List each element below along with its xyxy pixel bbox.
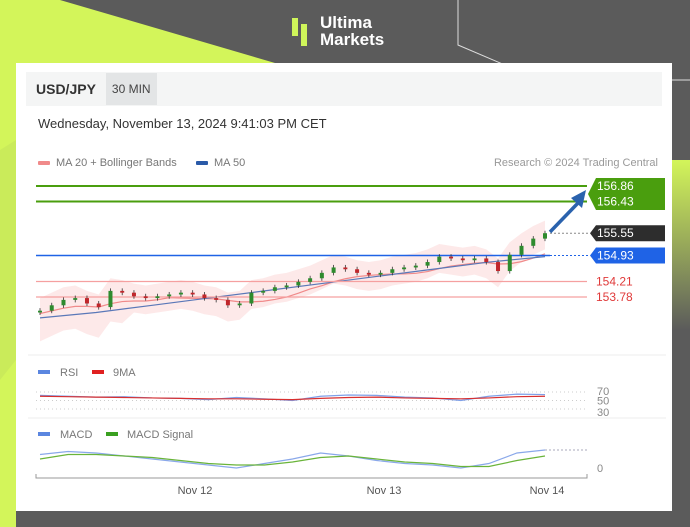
candle [96, 303, 101, 308]
candle [331, 267, 336, 273]
candle [519, 245, 524, 255]
timestamp: Wednesday, November 13, 2024 9:41:03 PM … [38, 116, 327, 131]
ma50-price-label: 154.93 [597, 249, 634, 263]
candle [143, 296, 148, 299]
candle [120, 290, 125, 293]
candle [543, 233, 547, 239]
forecast-arrow [548, 201, 580, 234]
forecast-arrowhead-icon [571, 190, 586, 208]
resistance-price-label: 156.86 [597, 179, 634, 193]
candle [437, 256, 442, 263]
timeframe-button[interactable]: 30 MIN [105, 73, 157, 105]
ma50-swatch [196, 161, 208, 165]
candle [178, 292, 183, 295]
rsi-level-label: 30 [597, 407, 609, 419]
ma50-label: MA 50 [214, 157, 246, 169]
rsi-ma-label: 9MA [113, 367, 136, 379]
candle [402, 267, 407, 270]
macd-line [39, 449, 546, 469]
candle [425, 262, 430, 266]
candle [261, 290, 266, 293]
candle [507, 254, 512, 272]
last-price-tag [590, 225, 665, 242]
candle [449, 256, 454, 259]
rsi-legend: RSI 9MA [38, 367, 136, 379]
candle [237, 303, 242, 306]
rsi-ma-swatch [92, 370, 104, 374]
ma50-line [39, 256, 546, 319]
candle [308, 278, 313, 282]
candle [131, 292, 136, 297]
chart-header: USD/JPY 30 MIN [26, 72, 662, 106]
ma50-price-tag [590, 247, 665, 264]
candle [167, 294, 172, 297]
credit: Research © 2024 Trading Central [493, 157, 658, 169]
candle [390, 269, 395, 273]
rsi-ma-line [39, 395, 546, 401]
legend-ma50: MA 50 [196, 157, 245, 169]
candle [155, 296, 160, 299]
x-tick: Nov 12 [178, 485, 213, 497]
macd-label: MACD [60, 429, 92, 441]
candle [460, 258, 465, 261]
candle [202, 294, 207, 299]
candle [272, 287, 277, 291]
signal-label: MACD Signal [127, 429, 193, 441]
resistance-price-label: 156.43 [597, 194, 634, 208]
x-axis [35, 474, 588, 479]
candle [84, 298, 89, 304]
candle [472, 258, 477, 261]
candle [343, 267, 348, 270]
rsi-swatch [38, 370, 50, 374]
ultima-markets-logo: Ultima Markets [292, 14, 384, 48]
macd-zero-label: 0 [597, 463, 603, 475]
candle [366, 272, 371, 275]
candle [531, 238, 536, 246]
candle [190, 292, 195, 295]
logo-mark-icon [292, 18, 307, 46]
candle [108, 290, 113, 308]
macd-legend: MACD MACD Signal [38, 429, 193, 441]
candle [284, 285, 289, 288]
ma20-line [39, 253, 546, 315]
x-tick: Nov 14 [530, 485, 565, 497]
brand-line1: Ultima [320, 13, 372, 32]
support-label: 154.21 [596, 275, 633, 289]
candle [496, 262, 501, 272]
candle [225, 299, 230, 306]
candle [61, 299, 66, 306]
candle [319, 272, 324, 279]
ma20-label: MA 20 + Bollinger Bands [56, 157, 177, 169]
candle [413, 265, 418, 268]
support-label: 153.78 [596, 290, 633, 304]
candle [38, 310, 42, 313]
ma20-swatch [38, 161, 50, 165]
resistance-price-tag [588, 178, 665, 210]
rsi-line [39, 393, 546, 402]
candle [378, 272, 383, 275]
candle [355, 269, 360, 273]
symbol: USD/JPY [36, 81, 96, 97]
rsi-level-label: 50 [597, 396, 609, 408]
candle [73, 298, 78, 300]
brand-line2: Markets [320, 30, 385, 49]
rsi-label: RSI [60, 367, 78, 379]
candle [49, 305, 54, 311]
last-price-label: 155.55 [597, 226, 634, 240]
x-tick: Nov 13 [367, 485, 402, 497]
macd-signal-line [39, 453, 546, 468]
macd-swatch [38, 432, 50, 436]
rsi-level-label: 70 [597, 386, 609, 398]
candle [214, 298, 219, 300]
candle [484, 258, 489, 263]
candle [296, 281, 301, 286]
candle [249, 292, 254, 304]
signal-swatch [106, 432, 118, 436]
legend-ma20: MA 20 + Bollinger Bands [38, 157, 177, 169]
